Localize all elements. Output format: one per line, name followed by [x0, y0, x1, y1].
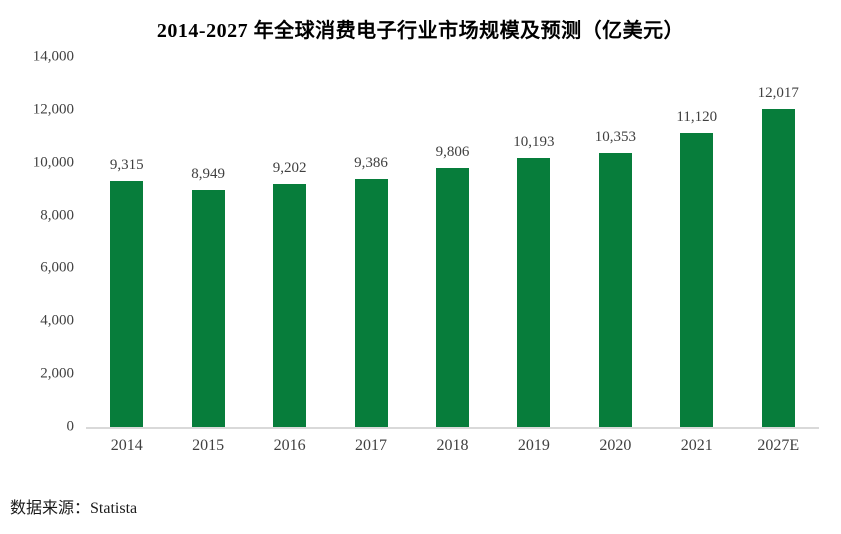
bar — [761, 109, 795, 427]
y-axis-tick-label: 12,000 — [32, 101, 74, 118]
x-axis-tick-label: 2015 — [192, 437, 225, 454]
bar-value-label: 10,193 — [513, 134, 555, 150]
x-axis-tick-label: 2017 — [355, 437, 388, 454]
bar-group: 9,806 — [412, 144, 493, 427]
bar — [680, 133, 714, 427]
bar-group: 10,193 — [493, 134, 574, 427]
y-axis-tick-label: 8,000 — [40, 207, 74, 224]
bar-value-label: 12,017 — [757, 85, 799, 101]
bar — [354, 179, 388, 427]
chart-title: 2014-2027 年全球消费电子行业市场规模及预测（亿美元） — [156, 20, 685, 42]
x-axis-tick-label: 2014 — [110, 437, 143, 454]
bar-value-label: 9,315 — [109, 157, 144, 173]
x-axis-tick-label: 2020 — [599, 437, 632, 454]
x-axis-tick-label: 2016 — [273, 437, 306, 454]
y-axis-tick-label: 10,000 — [32, 154, 74, 171]
bar-chart: 0 2,000 4,000 6,000 8,000 10,000 12,000 14,000 … — [0, 49, 841, 455]
bar-group: 12,017 — [738, 85, 819, 427]
x-axis-tick-label: 2027E — [757, 437, 800, 454]
x-axis-tick-label: 2018 — [436, 437, 469, 454]
bar — [598, 153, 632, 427]
x-axis-tick-label: 2019 — [517, 437, 550, 454]
bar — [110, 181, 144, 427]
bar-value-label: 8,949 — [191, 166, 226, 182]
bar — [273, 184, 307, 427]
bar-value-label: 11,120 — [676, 109, 718, 125]
bar-group: 9,386 — [330, 155, 411, 427]
bar — [435, 168, 469, 427]
y-axis-tick-label: 14,000 — [32, 48, 74, 65]
bar-group: 11,120 — [656, 109, 737, 427]
bar-group: 10,353 — [575, 129, 656, 427]
y-axis-tick-label: 0 — [66, 418, 75, 435]
bar-group: 9,315 — [86, 157, 167, 427]
plot-area: 9,315 8,949 9,202 9,386 9,806 10,193 10,353 11,… — [86, 57, 819, 429]
x-axis-tick-label: 2021 — [680, 437, 713, 454]
bar-value-label: 9,386 — [354, 155, 388, 171]
bar-value-label: 9,202 — [272, 160, 307, 176]
source-note: 数据来源：Statista — [10, 500, 138, 517]
y-axis-tick-label: 4,000 — [40, 312, 74, 329]
bar-group: 8,949 — [167, 166, 248, 427]
x-axis-labels: 2014 2015 2016 2017 2018 2019 2020 2021 2027E — [86, 437, 819, 455]
bar — [517, 158, 551, 427]
y-axis-tick-label: 2,000 — [40, 365, 74, 382]
bar-group: 9,202 — [249, 160, 330, 427]
bar-value-label: 9,806 — [435, 144, 470, 160]
bar — [191, 190, 225, 427]
bar-value-label: 10,353 — [594, 129, 636, 145]
plot-wrap: 9,315 8,949 9,202 9,386 9,806 10,193 10,353 11,… — [86, 57, 819, 455]
y-axis-tick-label: 6,000 — [40, 259, 74, 276]
y-axis: 0 2,000 4,000 6,000 8,000 10,000 12,000 14,000 — [6, 49, 86, 434]
